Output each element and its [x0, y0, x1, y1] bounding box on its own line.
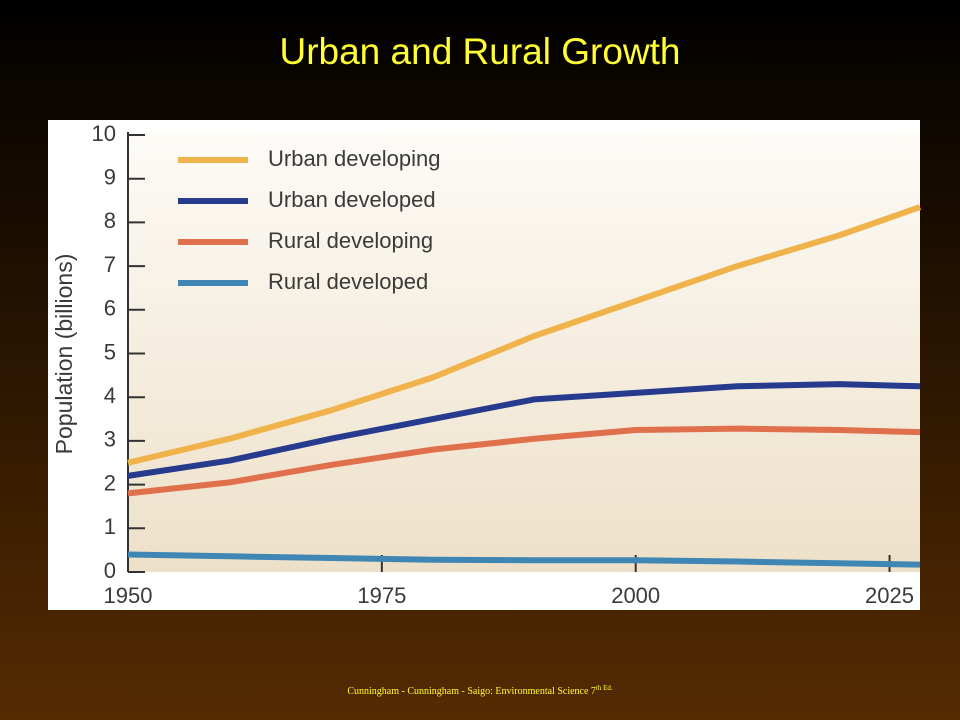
- y-tick-label: 5: [104, 339, 116, 364]
- y-tick-label: 8: [104, 208, 116, 233]
- plot: 0 1 2 3 4 5 6 7 8 9 10 1950 1975 2000 2025 Urban develo…: [92, 121, 921, 608]
- y-axis-label: Population (billions): [51, 254, 77, 455]
- y-tick-label: 2: [104, 470, 116, 495]
- y-tick-label: 9: [104, 165, 116, 190]
- y-tick-label: 3: [104, 427, 116, 452]
- legend-label: Urban developed: [268, 187, 436, 212]
- x-tick-label: 1975: [357, 583, 406, 608]
- y-tick-label: 1: [104, 514, 116, 539]
- series-line: [127, 551, 921, 568]
- x-tick-label: 1950: [104, 583, 153, 608]
- series-line: [127, 381, 921, 479]
- plot-area: [128, 132, 920, 572]
- legend-label: Rural developed: [268, 269, 428, 294]
- footer-superscript: th Ed.: [596, 684, 613, 692]
- x-tick-label: 2000: [611, 583, 660, 608]
- footer: Cunningham - Cunningham - Saigo: Environ…: [347, 684, 613, 698]
- y-tick-label: 4: [104, 383, 116, 408]
- footer-text: Cunningham - Cunningham - Saigo: Environ…: [347, 686, 596, 697]
- y-tick-label: 0: [104, 558, 116, 583]
- x-tick-label: 2025: [865, 583, 914, 608]
- legend-label: Rural developing: [268, 228, 433, 253]
- series-line: [127, 204, 921, 466]
- y-tick-label: 6: [104, 296, 116, 321]
- y-tick-label: 10: [92, 121, 116, 146]
- chart-title: Urban and Rural Growth: [279, 31, 680, 72]
- legend-label: Urban developing: [268, 146, 440, 171]
- y-tick-label: 7: [104, 252, 116, 277]
- series-line: [127, 425, 921, 497]
